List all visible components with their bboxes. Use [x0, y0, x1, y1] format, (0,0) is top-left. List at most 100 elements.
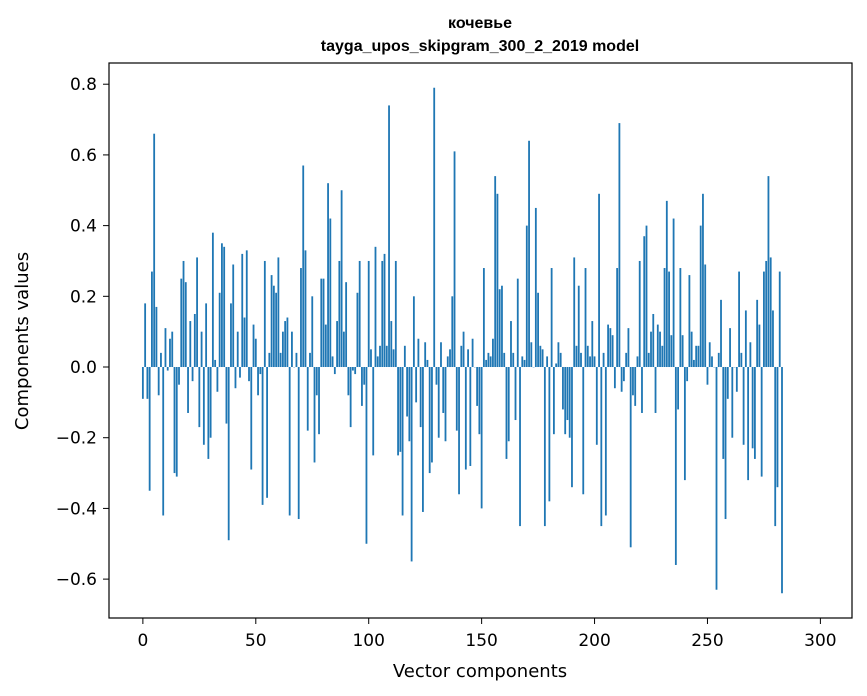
bar-166	[516, 278, 519, 368]
bar-64	[286, 317, 289, 368]
bar-219	[636, 356, 639, 368]
bar-53	[261, 367, 264, 505]
bar-0	[141, 367, 144, 399]
bar-164	[512, 352, 515, 368]
bar-12	[169, 338, 171, 368]
bar-56	[268, 352, 271, 368]
bar-203	[600, 367, 603, 527]
bar-279	[772, 310, 774, 368]
bar-148	[476, 367, 479, 406]
bar-169	[523, 359, 526, 368]
x-axis-label: Vector components	[393, 661, 567, 682]
bar-210	[616, 268, 619, 368]
bar-120	[412, 296, 415, 368]
bar-282	[778, 271, 781, 368]
bar-86	[336, 321, 338, 368]
bar-44	[241, 253, 244, 368]
bar-117	[406, 367, 409, 417]
bar-155	[492, 338, 494, 368]
bar-145	[469, 367, 472, 466]
bar-266	[742, 367, 745, 445]
bar-149	[478, 367, 481, 435]
bar-33	[216, 367, 219, 392]
bar-96	[358, 260, 361, 368]
bar-281	[776, 367, 779, 488]
bar-25	[198, 367, 201, 428]
bar-236	[674, 367, 677, 565]
bar-38	[227, 367, 230, 541]
bar-199	[591, 321, 594, 368]
bar-233	[668, 271, 670, 368]
bar-32	[214, 359, 217, 368]
x-tick-label: 200	[578, 631, 610, 651]
bar-133	[442, 367, 445, 413]
y-tick-label: 0.0	[70, 358, 97, 378]
bar-242	[688, 275, 691, 368]
bar-142	[462, 331, 465, 368]
bar-174	[534, 207, 537, 368]
bar-91	[347, 367, 350, 396]
bar-74	[309, 352, 311, 368]
bar-127	[428, 367, 431, 474]
bar-17	[180, 278, 183, 368]
bar-40	[232, 264, 235, 368]
x-tick-label: 50	[245, 631, 267, 651]
bar-39	[230, 303, 232, 368]
bar-259	[726, 367, 729, 399]
bar-34	[218, 292, 221, 368]
bar-249	[704, 264, 707, 368]
bar-179	[546, 356, 549, 368]
bar-238	[679, 268, 682, 368]
bar-70	[300, 268, 302, 368]
bar-162	[507, 367, 510, 442]
y-tick-label: 0.2	[70, 287, 97, 307]
bar-215	[627, 328, 630, 368]
bar-163	[510, 321, 512, 368]
bar-59	[275, 292, 278, 368]
bar-165	[514, 367, 517, 421]
bar-189	[568, 367, 571, 438]
x-tick-label: 100	[352, 631, 384, 651]
bar-107	[383, 253, 386, 368]
x-tick-label: 250	[691, 631, 723, 651]
bar-114	[399, 367, 402, 452]
bar-261	[731, 367, 734, 438]
bar-200	[593, 356, 596, 368]
bar-130	[435, 367, 438, 385]
bar-129	[433, 87, 436, 368]
bar-87	[338, 260, 341, 368]
bar-110	[390, 321, 393, 368]
bar-66	[291, 331, 293, 368]
bar-232	[665, 200, 668, 368]
bar-104	[376, 356, 379, 368]
bar-20	[187, 367, 189, 413]
bar-197	[586, 345, 589, 368]
bar-41	[234, 367, 237, 389]
bar-243	[690, 331, 693, 368]
bar-211	[618, 123, 621, 368]
bar-83	[329, 218, 332, 368]
bar-248	[702, 193, 704, 368]
bar-283	[781, 367, 783, 594]
bar-29	[207, 367, 210, 459]
bar-278	[769, 257, 772, 368]
bar-270	[751, 367, 754, 449]
y-axis-ticks: −0.6 −0.4 −0.2 0.0 0.2 0.4 0.6 0.8	[56, 75, 109, 590]
bar-88	[340, 190, 343, 368]
bar-231	[663, 268, 666, 368]
bar-108	[385, 345, 388, 368]
bar-90	[345, 282, 348, 368]
bar-19	[184, 282, 187, 368]
bar-187	[564, 367, 567, 435]
bar-24	[196, 257, 198, 368]
bar-45	[243, 317, 246, 368]
bar-135	[446, 356, 449, 368]
bar-191	[573, 257, 576, 368]
bar-10	[164, 328, 167, 368]
bar-276	[765, 260, 768, 368]
bar-158	[498, 289, 501, 368]
bar-209	[613, 367, 616, 389]
bar-182	[552, 367, 555, 435]
bar-186	[562, 367, 564, 410]
